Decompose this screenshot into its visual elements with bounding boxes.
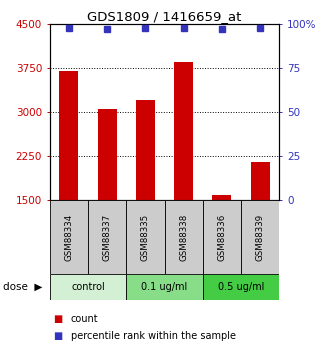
- Text: percentile rank within the sample: percentile rank within the sample: [71, 332, 236, 341]
- Text: GSM88339: GSM88339: [256, 214, 265, 261]
- Bar: [203, 274, 279, 300]
- Bar: [59, 71, 78, 200]
- Bar: [136, 100, 155, 200]
- Text: control: control: [71, 282, 105, 292]
- Bar: [50, 274, 126, 300]
- Text: GSM88336: GSM88336: [217, 214, 226, 261]
- Bar: [88, 200, 126, 274]
- Text: dose  ▶: dose ▶: [3, 282, 43, 292]
- Bar: [203, 200, 241, 274]
- Bar: [50, 200, 88, 274]
- Bar: [126, 274, 203, 300]
- Bar: [126, 200, 164, 274]
- Text: ■: ■: [53, 332, 62, 341]
- Text: GSM88338: GSM88338: [179, 214, 188, 261]
- Text: count: count: [71, 314, 98, 324]
- Text: 0.5 ug/ml: 0.5 ug/ml: [218, 282, 264, 292]
- Text: ■: ■: [53, 314, 62, 324]
- Bar: [164, 200, 203, 274]
- Bar: [98, 109, 117, 200]
- Text: GSM88334: GSM88334: [65, 214, 74, 261]
- Text: 0.1 ug/ml: 0.1 ug/ml: [141, 282, 188, 292]
- Title: GDS1809 / 1416659_at: GDS1809 / 1416659_at: [87, 10, 242, 23]
- Text: GSM88337: GSM88337: [103, 214, 112, 261]
- Bar: [251, 162, 270, 200]
- Text: GSM88335: GSM88335: [141, 214, 150, 261]
- Bar: [212, 195, 231, 200]
- Bar: [241, 200, 279, 274]
- Bar: [174, 62, 193, 200]
